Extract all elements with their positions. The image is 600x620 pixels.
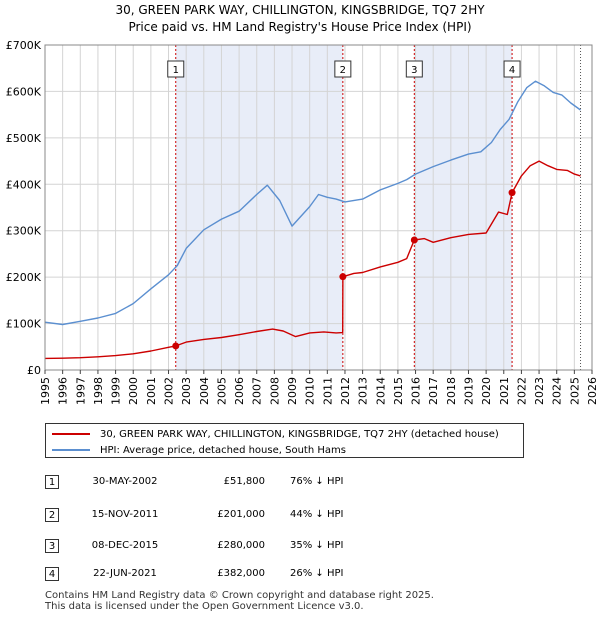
sale-number-box — [503, 60, 521, 78]
legend-label-hpi: HPI: Average price, detached house, Sout… — [100, 444, 346, 456]
legend-item-property: 30, GREEN PARK WAY, CHILLINGTON, KINGSBR… — [52, 426, 499, 442]
x-tick-label: 2002 — [163, 377, 176, 405]
sale-point — [410, 236, 418, 244]
x-tick-label: 2000 — [127, 377, 140, 405]
sale-number-box — [334, 60, 352, 78]
sale-number-label: 4 — [509, 65, 515, 76]
x-tick-label: 2026 — [586, 377, 599, 405]
sale-number-label: 3 — [411, 65, 417, 76]
sale-number-badge: 4 — [45, 567, 59, 581]
sale-hpi-diff: 26% ↓ HPI — [290, 568, 344, 579]
sale-hpi-diff: 35% ↓ HPI — [290, 540, 344, 551]
sale-hpi-diff: 76% ↓ HPI — [290, 476, 344, 487]
table-row: 3 08-DEC-2015 £280,000 35% ↓ HPI — [0, 536, 600, 556]
x-tick-label: 1997 — [74, 377, 87, 405]
sale-point — [508, 189, 516, 197]
y-tick-label: £600K — [6, 85, 42, 98]
x-tick-label: 2004 — [198, 377, 211, 405]
sale-date: 30-MAY-2002 — [92, 476, 158, 487]
x-tick-label: 2001 — [145, 377, 158, 405]
x-tick-label: 2019 — [462, 377, 475, 405]
legend: 30, GREEN PARK WAY, CHILLINGTON, KINGSBR… — [45, 423, 524, 458]
x-tick-label: 2017 — [427, 377, 440, 405]
x-tick-label: 2005 — [215, 377, 228, 405]
y-tick-label: £0 — [27, 364, 41, 377]
x-tick-label: 2007 — [251, 377, 264, 405]
y-tick-label: £400K — [6, 178, 42, 191]
table-row: 1 30-MAY-2002 £51,800 76% ↓ HPI — [0, 472, 600, 492]
y-tick-label: £500K — [6, 132, 42, 145]
sale-number-box — [167, 60, 185, 78]
y-tick-label: £100K — [6, 318, 42, 331]
x-tick-label: 2025 — [568, 377, 581, 405]
sale-period-shade — [414, 45, 513, 370]
x-tick-label: 1996 — [57, 377, 70, 405]
x-tick-label: 2008 — [268, 377, 281, 405]
sale-hpi-diff: 44% ↓ HPI — [290, 509, 344, 520]
sale-price: £51,800 — [223, 476, 265, 487]
y-tick-label: £300K — [6, 225, 42, 238]
x-tick-label: 1995 — [39, 377, 52, 405]
x-tick-label: 2013 — [357, 377, 370, 405]
sale-price: £280,000 — [217, 540, 265, 551]
sale-number-box — [405, 60, 423, 78]
x-tick-label: 2016 — [410, 377, 423, 405]
legend-swatch-hpi — [52, 449, 90, 451]
x-tick-label: 2024 — [551, 377, 564, 405]
sale-number-label: 1 — [173, 65, 179, 76]
x-tick-label: 2009 — [286, 377, 299, 405]
chart-subtitle: Price paid vs. HM Land Registry's House … — [128, 20, 472, 34]
table-row: 4 22-JUN-2021 £382,000 26% ↓ HPI — [0, 564, 600, 584]
sale-date: 08-DEC-2015 — [91, 540, 159, 551]
sale-price: £382,000 — [217, 568, 265, 579]
x-tick-label: 1999 — [110, 377, 123, 405]
sale-number-badge: 3 — [45, 539, 59, 553]
y-tick-label: £700K — [6, 39, 42, 52]
footer-copyright: Contains HM Land Registry data © Crown c… — [45, 590, 434, 601]
x-tick-label: 1998 — [92, 377, 105, 405]
x-tick-label: 2023 — [533, 377, 546, 405]
sale-number-badge: 1 — [45, 475, 59, 489]
price-chart: 1 2 3 4 £0 £100K £200K £300K £400K £500K £600K £70… — [6, 39, 599, 405]
sale-date: 22-JUN-2021 — [93, 568, 157, 579]
x-tick-label: 2020 — [480, 377, 493, 405]
property-price-line — [44, 160, 581, 360]
sale-number-label: 2 — [340, 65, 346, 76]
x-tick-label: 2015 — [392, 377, 405, 405]
x-tick-label: 2022 — [515, 377, 528, 405]
x-tick-label: 2011 — [321, 377, 334, 405]
chart-title: 30, GREEN PARK WAY, CHILLINGTON, KINGSBR… — [115, 3, 485, 17]
sale-date: 15-NOV-2011 — [91, 509, 159, 520]
hpi-line — [44, 80, 581, 326]
x-tick-label: 2021 — [498, 377, 511, 405]
legend-label-property: 30, GREEN PARK WAY, CHILLINGTON, KINGSBR… — [100, 428, 499, 440]
sale-period-shade — [175, 45, 343, 370]
sale-price: £201,000 — [217, 509, 265, 520]
x-tick-label: 2012 — [339, 377, 352, 405]
future-region — [580, 45, 592, 370]
x-tick-label: 2018 — [445, 377, 458, 405]
plot-frame — [44, 44, 593, 371]
sale-point — [339, 273, 347, 281]
footer-licence: This data is licensed under the Open Gov… — [45, 601, 364, 612]
legend-swatch-property — [52, 433, 90, 435]
legend-item-hpi: HPI: Average price, detached house, Sout… — [52, 442, 346, 458]
table-row: 2 15-NOV-2011 £201,000 44% ↓ HPI — [0, 505, 600, 525]
x-tick-label: 2006 — [233, 377, 246, 405]
y-tick-label: £200K — [6, 271, 42, 284]
x-tick-label: 2010 — [304, 377, 317, 405]
sale-number-badge: 2 — [45, 508, 59, 522]
sale-point — [172, 342, 180, 350]
x-tick-label: 2003 — [180, 377, 193, 405]
x-tick-label: 2014 — [374, 377, 387, 405]
